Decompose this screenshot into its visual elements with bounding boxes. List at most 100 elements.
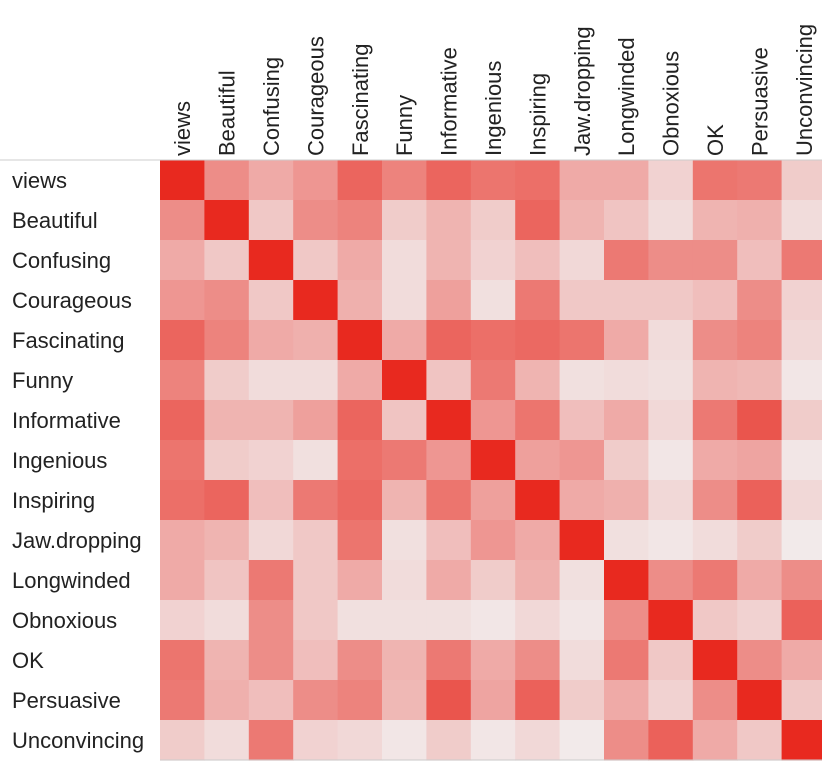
heatmap-cell bbox=[160, 360, 205, 401]
heatmap-cell bbox=[382, 520, 427, 561]
heatmap-cell bbox=[160, 440, 205, 481]
heatmap-cell bbox=[559, 720, 605, 761]
heatmap-cell bbox=[160, 600, 205, 641]
heatmap-cell bbox=[470, 680, 516, 721]
heatmap-cell bbox=[470, 600, 516, 641]
heatmap-cell bbox=[515, 600, 561, 641]
heatmap-cell bbox=[293, 680, 339, 721]
heatmap-cell bbox=[515, 360, 561, 401]
column-label: Unconvincing bbox=[792, 24, 817, 156]
heatmap-cell bbox=[604, 280, 649, 321]
heatmap-cell bbox=[648, 480, 694, 521]
heatmap-cell bbox=[382, 200, 427, 241]
row-labels: views Beautiful Confusing Courageous Fascina… bbox=[12, 168, 144, 753]
heatmap-cell bbox=[470, 280, 516, 321]
heatmap-cell bbox=[293, 280, 339, 321]
row-label: Ingenious bbox=[12, 448, 107, 473]
heatmap-cell bbox=[426, 560, 472, 601]
column-label: Ingenious bbox=[481, 61, 506, 156]
heatmap-cell bbox=[737, 680, 783, 721]
heatmap-cell bbox=[559, 600, 605, 641]
heatmap-cell bbox=[515, 160, 561, 201]
row-label: Informative bbox=[12, 408, 121, 433]
heatmap-cell bbox=[293, 440, 339, 481]
row-label: OK bbox=[12, 648, 44, 673]
heatmap-cell bbox=[426, 160, 472, 201]
heatmap-cell bbox=[559, 360, 605, 401]
heatmap-cell bbox=[692, 360, 738, 401]
heatmap-cell bbox=[737, 240, 783, 281]
heatmap-cell bbox=[426, 600, 472, 641]
heatmap-cell bbox=[559, 440, 605, 481]
heatmap-cell bbox=[648, 200, 694, 241]
row-label: Beautiful bbox=[12, 208, 98, 233]
column-label: OK bbox=[703, 124, 728, 156]
heatmap-cell bbox=[559, 640, 605, 681]
heatmap-cell bbox=[692, 600, 738, 641]
heatmap-cell bbox=[559, 400, 605, 441]
row-label: Funny bbox=[12, 368, 73, 393]
separators bbox=[0, 159, 822, 761]
heatmap-cell bbox=[604, 320, 649, 361]
heatmap-cell bbox=[737, 200, 783, 241]
heatmap-cell bbox=[781, 400, 822, 441]
heatmap-cell bbox=[293, 560, 339, 601]
column-label: views bbox=[170, 101, 195, 156]
heatmap-cell bbox=[293, 200, 339, 241]
heatmap-cell bbox=[337, 200, 383, 241]
heatmap-cell bbox=[248, 440, 294, 481]
heatmap-cell bbox=[337, 440, 383, 481]
row-label: Longwinded bbox=[12, 568, 131, 593]
heatmap-cell bbox=[692, 440, 738, 481]
heatmap-cell bbox=[160, 240, 205, 281]
row-label: Jaw.dropping bbox=[12, 528, 142, 553]
row-label: Inspiring bbox=[12, 488, 95, 513]
heatmap-cell bbox=[692, 480, 738, 521]
heatmap-cell bbox=[204, 400, 250, 441]
column-label: Confusing bbox=[259, 57, 284, 156]
heatmap-cell bbox=[426, 520, 472, 561]
heatmap-cell bbox=[337, 600, 383, 641]
heatmap-cell bbox=[382, 240, 427, 281]
heatmap-cell bbox=[648, 360, 694, 401]
heatmap-cell bbox=[515, 200, 561, 241]
heatmap-cell bbox=[648, 280, 694, 321]
column-labels: views Beautiful Confusing Courageous Fascina… bbox=[170, 24, 817, 156]
column-label: Funny bbox=[392, 95, 417, 156]
heatmap-cell bbox=[559, 160, 605, 201]
heatmap-cell bbox=[692, 240, 738, 281]
heatmap-cell bbox=[293, 480, 339, 521]
heatmap-cell bbox=[204, 520, 250, 561]
heatmap-cell bbox=[293, 240, 339, 281]
heatmap-cell bbox=[604, 160, 649, 201]
heatmap-cell bbox=[426, 240, 472, 281]
heatmap-cell bbox=[160, 400, 205, 441]
heatmap-cell bbox=[337, 400, 383, 441]
heatmap-cell bbox=[470, 480, 516, 521]
heatmap-cell bbox=[293, 360, 339, 401]
heatmap-cell bbox=[737, 400, 783, 441]
heatmap-cell bbox=[204, 680, 250, 721]
heatmap-cell bbox=[781, 720, 822, 761]
heatmap-cell bbox=[426, 200, 472, 241]
heatmap-cell bbox=[781, 200, 822, 241]
heatmap-cell bbox=[426, 680, 472, 721]
heatmap-cell bbox=[382, 360, 427, 401]
column-label: Inspiring bbox=[525, 73, 550, 156]
heatmap-cell bbox=[559, 480, 605, 521]
heatmap-cell bbox=[692, 720, 738, 761]
heatmap-cell bbox=[648, 640, 694, 681]
heatmap-cell bbox=[781, 160, 822, 201]
heatmap-cell bbox=[559, 200, 605, 241]
row-label: Fascinating bbox=[12, 328, 125, 353]
heatmap-cell bbox=[559, 320, 605, 361]
heatmap-cell bbox=[382, 440, 427, 481]
heatmap-cell bbox=[515, 720, 561, 761]
heatmap-cell bbox=[382, 480, 427, 521]
heatmap-cell bbox=[692, 320, 738, 361]
heatmap-cell bbox=[604, 400, 649, 441]
heatmap-cell bbox=[160, 280, 205, 321]
heatmap-cell bbox=[515, 400, 561, 441]
heatmap-cell bbox=[248, 400, 294, 441]
heatmap-cell bbox=[648, 520, 694, 561]
